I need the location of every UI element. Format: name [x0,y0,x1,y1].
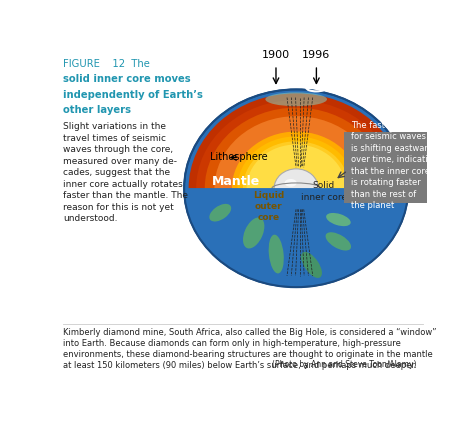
Text: independently of Earth’s: independently of Earth’s [63,90,203,100]
Ellipse shape [326,213,351,226]
Ellipse shape [210,204,231,221]
Circle shape [189,93,404,283]
Text: The fastest route
for seismic waves
is shifting eastward
over time, indicating
t: The fastest route for seismic waves is s… [351,121,438,210]
Ellipse shape [326,232,351,250]
Circle shape [196,100,396,277]
Text: 1900: 1900 [262,50,290,60]
Ellipse shape [291,189,306,196]
Text: Mantle: Mantle [211,175,260,188]
Ellipse shape [301,252,322,278]
Text: Solid
inner core: Solid inner core [301,181,347,202]
Text: solid inner core moves: solid inner core moves [63,74,191,84]
Ellipse shape [243,218,264,248]
Ellipse shape [210,204,231,221]
Circle shape [184,89,408,287]
Polygon shape [184,188,408,287]
Circle shape [274,169,318,208]
Text: (Photo by Ann and Steve Toon/Alamy): (Photo by Ann and Steve Toon/Alamy) [272,360,417,369]
Circle shape [243,141,349,235]
Circle shape [246,144,346,232]
Text: Lithosphere: Lithosphere [210,152,267,163]
Text: Slight variations in the
travel times of seismic
waves through the core,
measure: Slight variations in the travel times of… [63,123,188,223]
FancyBboxPatch shape [344,132,445,203]
Polygon shape [184,188,408,287]
Ellipse shape [326,232,351,250]
Ellipse shape [269,234,284,273]
Text: FIGURE    12  The: FIGURE 12 The [63,59,150,69]
Circle shape [205,108,388,269]
Ellipse shape [265,92,327,106]
Ellipse shape [269,234,284,273]
Text: 1996: 1996 [302,50,330,60]
Ellipse shape [284,179,297,187]
Ellipse shape [301,252,322,278]
Text: Kimberly diamond mine, South Africa, also called the Big Hole, is considered a “: Kimberly diamond mine, South Africa, als… [63,328,437,370]
Circle shape [237,136,355,240]
Circle shape [232,131,360,245]
Ellipse shape [243,218,264,248]
Circle shape [214,116,378,261]
Ellipse shape [326,213,351,226]
Text: other layers: other layers [63,105,131,115]
Text: Liquid
outer
core: Liquid outer core [253,191,284,222]
